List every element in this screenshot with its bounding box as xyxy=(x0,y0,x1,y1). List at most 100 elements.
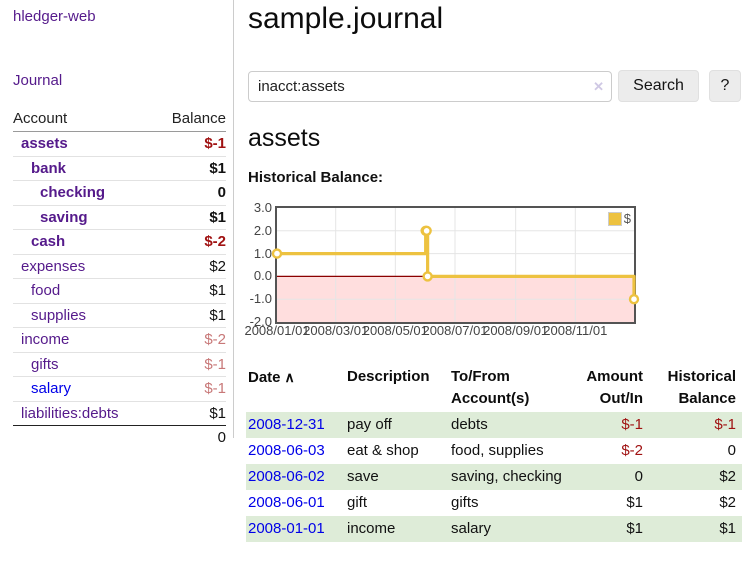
sort-ascending-icon: ∧ xyxy=(284,369,295,385)
register-header-balance: Historical Balance xyxy=(667,368,736,407)
accounts-total-row: 0 xyxy=(13,426,226,450)
account-row-income: income $-2 xyxy=(13,328,226,353)
account-row-assets: assets $-1 xyxy=(13,132,226,157)
account-link-salary[interactable]: salary xyxy=(31,380,72,398)
accounts-total-value: 0 xyxy=(217,429,226,447)
chart-title: Historical Balance: xyxy=(248,169,384,186)
register-header-amount: Amount Out/In xyxy=(586,368,643,407)
y-axis-tick-label: 2.0 xyxy=(253,222,272,238)
register-header-date[interactable]: Date ∧ xyxy=(246,364,347,412)
transaction-amount: $-1 xyxy=(621,416,643,433)
search-button[interactable]: Search xyxy=(618,70,699,102)
account-balance: $-1 xyxy=(204,380,226,398)
transaction-amount: $1 xyxy=(626,494,643,511)
transaction-balance: $-1 xyxy=(714,416,736,433)
transaction-date-link[interactable]: 2008-12-31 xyxy=(248,416,325,433)
account-link-income[interactable]: income xyxy=(21,331,70,349)
account-link-bank[interactable]: bank xyxy=(31,159,67,177)
account-row-cash: cash $-2 xyxy=(13,230,226,255)
account-link-expenses[interactable]: expenses xyxy=(21,257,86,275)
help-button[interactable]: ? xyxy=(709,70,741,102)
accounts-header-balance: Balance xyxy=(171,109,226,127)
transaction-description: save xyxy=(347,468,379,485)
transaction-date-link[interactable]: 2008-06-01 xyxy=(248,494,325,511)
sidebar-item-journal[interactable]: Journal xyxy=(13,72,63,89)
register-row[interactable]: 2008-01-01 income salary $1 $1 xyxy=(246,516,742,542)
account-row-salary: salary $-1 xyxy=(13,377,226,402)
transaction-description: pay off xyxy=(347,416,392,433)
y-axis-tick-label: -1.0 xyxy=(249,291,272,307)
account-balance: 0 xyxy=(217,184,226,202)
search-form: ✕ Search ? xyxy=(248,70,741,102)
transaction-accounts: saving, checking xyxy=(451,468,562,485)
account-balance: $1 xyxy=(209,306,226,324)
account-balance: $1 xyxy=(209,282,226,300)
account-row-saving: saving $1 xyxy=(13,206,226,230)
y-axis-tick-label: 1.0 xyxy=(253,245,272,261)
transaction-accounts: salary xyxy=(451,520,492,537)
x-axis-tick-label: 2008/01/01 xyxy=(244,323,310,338)
app-title-link[interactable]: hledger-web xyxy=(13,8,96,25)
x-axis-tick-label: 2008/09/01 xyxy=(483,323,549,338)
account-link-assets[interactable]: assets xyxy=(21,135,68,153)
x-axis-tick-label: 2008/11/01 xyxy=(543,323,608,338)
accounts-header-account: Account xyxy=(13,109,68,127)
register-row[interactable]: 2008-06-01 gift gifts $1 $2 xyxy=(246,490,742,516)
account-balance: $1 xyxy=(209,159,226,177)
chart-legend: $ xyxy=(607,211,631,226)
transaction-amount: 0 xyxy=(634,468,643,485)
x-axis-tick-label: 2008/07/01 xyxy=(422,323,488,338)
sidebar: hledger-web Journal Account Balance asse… xyxy=(0,0,234,446)
account-row-food: food $1 xyxy=(13,279,226,304)
chart-series-svg xyxy=(271,208,640,322)
account-balance: $1 xyxy=(209,404,226,422)
account-row-checking: checking 0 xyxy=(13,181,226,206)
transaction-amount: $-2 xyxy=(621,442,643,459)
register-header-accounts: To/From Account(s) xyxy=(451,368,530,407)
account-link-gifts[interactable]: gifts xyxy=(31,355,59,373)
y-axis-tick-label: 0.0 xyxy=(253,268,272,284)
account-row-expenses: expenses $2 xyxy=(13,255,226,279)
register-row[interactable]: 2008-06-03 eat & shop food, supplies $-2… xyxy=(246,438,742,464)
account-balance: $1 xyxy=(209,208,226,226)
transaction-balance: 0 xyxy=(727,442,736,459)
search-box: ✕ xyxy=(248,70,612,102)
transaction-description: gift xyxy=(347,494,368,511)
register-header-date-label: Date xyxy=(248,369,281,386)
transaction-accounts: debts xyxy=(451,416,488,433)
legend-swatch-icon xyxy=(607,211,622,226)
transaction-balance: $2 xyxy=(719,468,736,485)
transaction-balance: $1 xyxy=(719,520,736,537)
clear-search-icon[interactable]: ✕ xyxy=(593,78,604,94)
search-input[interactable] xyxy=(248,70,612,102)
account-balance: $-1 xyxy=(204,355,226,373)
account-link-cash[interactable]: cash xyxy=(31,233,66,251)
transaction-date-link[interactable]: 2008-06-02 xyxy=(248,468,325,485)
account-balance: $-2 xyxy=(204,233,226,251)
account-row-supplies: supplies $1 xyxy=(13,304,226,328)
transaction-accounts: food, supplies xyxy=(451,442,544,459)
account-balance: $-1 xyxy=(204,135,226,153)
transaction-date-link[interactable]: 2008-01-01 xyxy=(248,520,325,537)
historical-balance-chart: 3.0 2.0 1.0 0.0 -1.0 -2.0 $ 2008/01/01 2008/03… xyxy=(240,200,742,345)
register-row[interactable]: 2008-06-02 save saving, checking 0 $2 xyxy=(246,464,742,490)
register-header-description: Description xyxy=(347,368,430,385)
page-title: sample.journal xyxy=(248,2,444,35)
transaction-balance: $2 xyxy=(719,494,736,511)
x-axis-tick-label: 2008/03/01 xyxy=(303,323,369,338)
legend-label: $ xyxy=(623,211,631,226)
account-heading: assets xyxy=(248,124,321,152)
account-link-supplies[interactable]: supplies xyxy=(31,306,87,324)
register-header-row: Date ∧ Description To/From Account(s) Amo… xyxy=(246,364,742,412)
account-link-food[interactable]: food xyxy=(31,282,61,300)
account-link-saving[interactable]: saving xyxy=(40,208,88,226)
transaction-description: income xyxy=(347,520,396,537)
account-link-checking[interactable]: checking xyxy=(40,184,106,202)
y-axis-tick-label: 3.0 xyxy=(253,200,272,215)
chart-plot-area[interactable]: $ xyxy=(271,206,640,324)
transaction-date-link[interactable]: 2008-06-03 xyxy=(248,442,325,459)
account-balance: $-2 xyxy=(204,331,226,349)
register-row[interactable]: 2008-12-31 pay off debts $-1 $-1 xyxy=(246,412,742,438)
accounts-table: Account Balance assets $-1 bank $1 check… xyxy=(13,105,226,450)
account-link-liabilities-debts[interactable]: liabilities:debts xyxy=(21,404,119,422)
